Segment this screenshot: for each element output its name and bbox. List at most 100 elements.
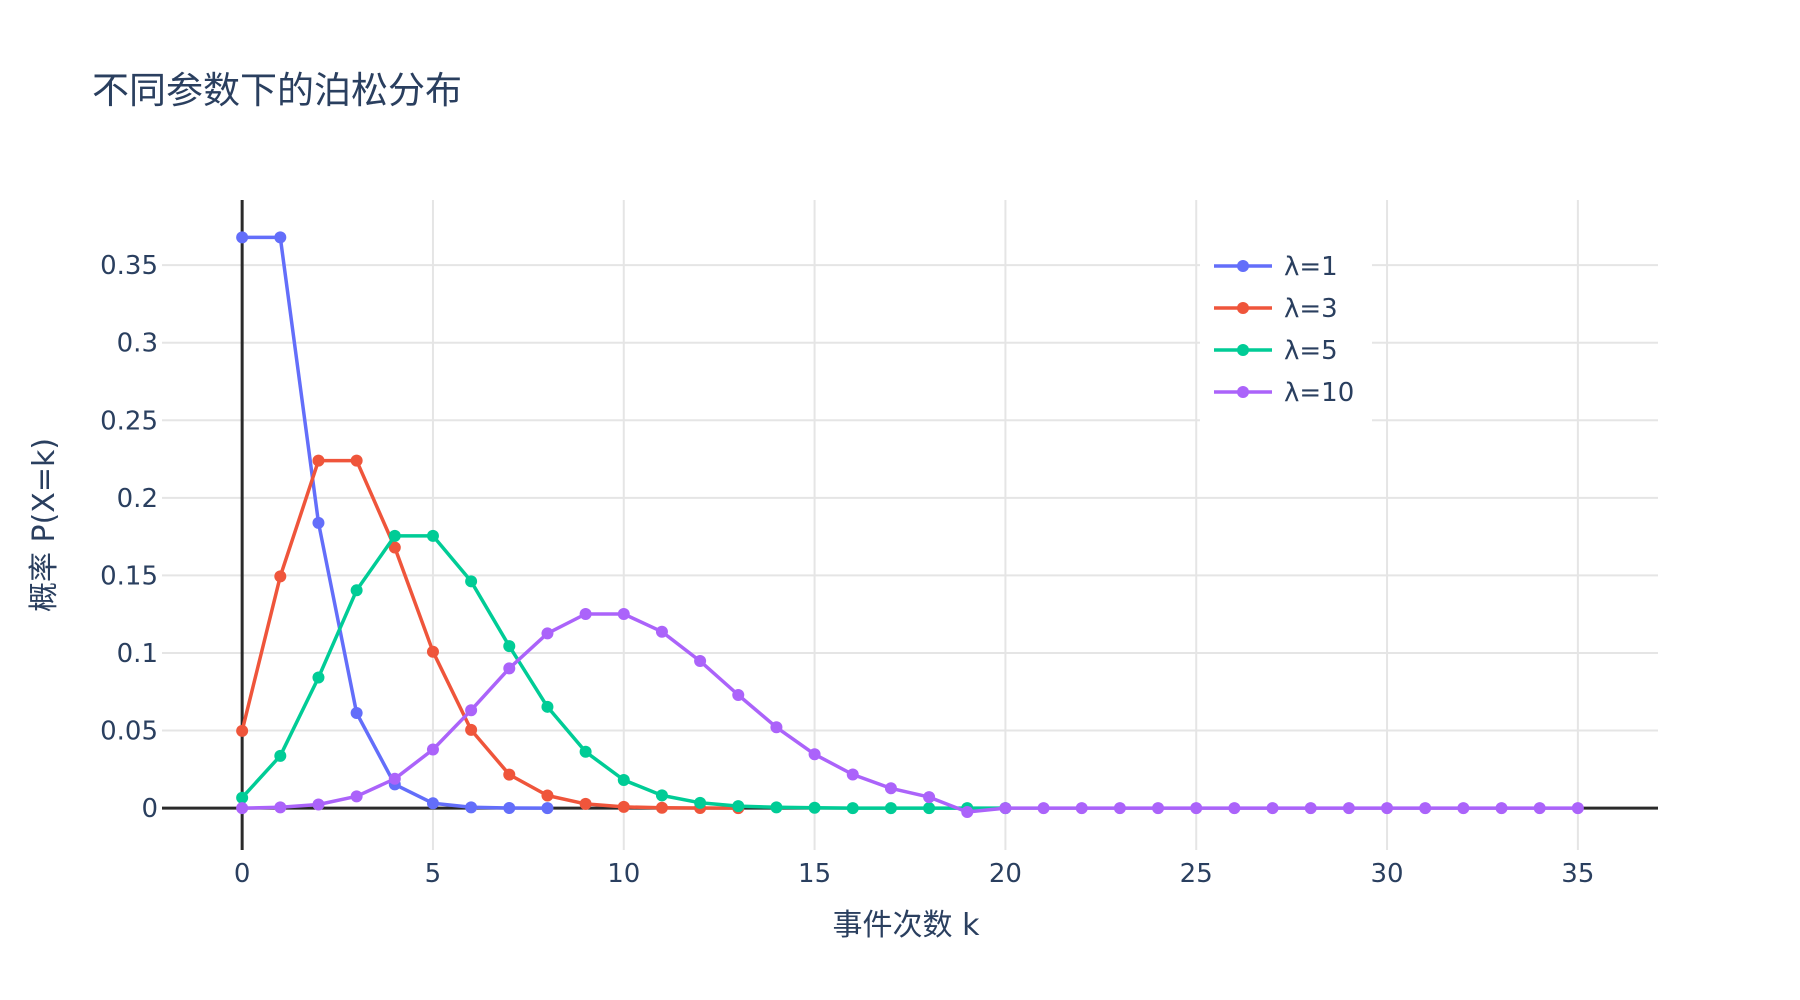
data-point	[617, 774, 630, 787]
data-point	[350, 790, 363, 803]
y-tick-label: 0.35	[100, 251, 158, 281]
data-point	[1495, 802, 1508, 815]
data-point	[923, 791, 936, 804]
chart-title: 不同参数下的泊松分布	[92, 69, 462, 112]
data-point	[579, 608, 592, 621]
data-point	[541, 627, 554, 640]
legend-item[interactable]: λ=5	[1214, 336, 1338, 366]
data-point	[884, 782, 897, 795]
data-point	[388, 772, 401, 785]
data-point	[503, 801, 516, 814]
data-point	[503, 768, 516, 781]
data-point	[617, 800, 630, 813]
data-point	[732, 800, 745, 813]
legend-label: λ=5	[1284, 336, 1338, 366]
series-line	[240, 458, 739, 810]
data-point	[1190, 802, 1203, 815]
x-tick-label: 30	[1370, 859, 1403, 889]
data-point	[808, 801, 821, 814]
grid-lines	[162, 200, 1658, 850]
data-point	[694, 655, 707, 668]
data-point	[388, 541, 401, 554]
data-point	[694, 796, 707, 809]
data-point	[655, 625, 668, 638]
data-point	[465, 575, 478, 588]
y-tick-label: 0.3	[117, 329, 158, 359]
tick-labels: 0 5 10 15 20 25 30 35 0 0.05 0.1 0.15 0.2 0.25 0.3 0.35	[100, 251, 1594, 889]
data-point	[541, 802, 554, 815]
data-point	[465, 801, 478, 814]
data-point	[770, 801, 783, 814]
data-point	[312, 671, 325, 684]
data-point	[846, 802, 859, 815]
data-point	[999, 802, 1012, 815]
data-point	[579, 745, 592, 758]
legend-swatch-marker	[1237, 260, 1249, 272]
data-point	[579, 797, 592, 810]
y-tick-label: 0.15	[100, 561, 158, 591]
data-point	[1075, 802, 1088, 815]
data-point	[923, 802, 936, 815]
data-point	[655, 801, 668, 814]
series-4	[236, 608, 1584, 818]
legend-item[interactable]: λ=1	[1214, 252, 1338, 282]
data-point	[426, 743, 439, 756]
data-point	[274, 231, 287, 244]
data-point	[1304, 802, 1317, 815]
x-tick-label: 25	[1180, 859, 1213, 889]
data-point	[503, 640, 516, 653]
y-tick-label: 0	[141, 794, 158, 824]
data-point	[1381, 802, 1394, 815]
x-tick-label: 15	[798, 859, 831, 889]
data-point	[846, 768, 859, 781]
y-axis-title: 概率 P(X=k)	[27, 438, 62, 612]
data-point	[426, 529, 439, 542]
data-point	[1266, 802, 1279, 815]
legend-item[interactable]: λ=10	[1214, 378, 1354, 408]
data-point	[388, 529, 401, 542]
data-point	[503, 662, 516, 675]
series-layer	[236, 231, 1584, 818]
data-point	[1533, 802, 1546, 815]
legend-label: λ=3	[1284, 294, 1338, 324]
data-point	[274, 570, 287, 583]
data-point	[236, 802, 249, 815]
data-point	[1113, 802, 1126, 815]
data-point	[655, 789, 668, 802]
data-point	[350, 584, 363, 597]
data-point	[312, 454, 325, 467]
data-point	[236, 724, 249, 737]
legend-swatch-marker	[1237, 344, 1249, 356]
x-tick-label: 5	[425, 859, 442, 889]
data-point	[1571, 802, 1584, 815]
x-tick-label: 35	[1561, 859, 1594, 889]
data-point	[274, 749, 287, 762]
series-line	[242, 235, 548, 810]
data-point	[312, 516, 325, 529]
series-line	[242, 612, 1578, 814]
x-tick-label: 0	[234, 859, 251, 889]
data-point	[1419, 802, 1432, 815]
data-point	[312, 798, 325, 811]
data-point	[236, 231, 249, 244]
data-point	[808, 748, 821, 761]
data-point	[1342, 802, 1355, 815]
data-point	[236, 791, 249, 804]
data-point	[350, 707, 363, 720]
data-point	[617, 608, 630, 621]
legend-swatch-marker	[1237, 386, 1249, 398]
series-1	[236, 231, 554, 815]
legend-label: λ=1	[1284, 252, 1338, 282]
x-axis-title: 事件次数 k	[833, 908, 981, 943]
legend-item[interactable]: λ=3	[1214, 294, 1338, 324]
series-2	[236, 454, 745, 815]
legend-swatch-marker	[1237, 302, 1249, 314]
data-point	[465, 704, 478, 717]
y-tick-label: 0.1	[117, 639, 158, 669]
x-tick-label: 20	[989, 859, 1022, 889]
data-point	[732, 689, 745, 702]
x-tick-label: 10	[607, 859, 640, 889]
data-point	[1152, 802, 1165, 815]
legend[interactable]: λ=1 λ=3 λ=5 λ=10	[1200, 242, 1372, 422]
